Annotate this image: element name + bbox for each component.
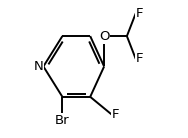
Text: F: F bbox=[136, 7, 143, 20]
Text: Br: Br bbox=[55, 114, 70, 127]
Text: F: F bbox=[112, 108, 119, 121]
Text: O: O bbox=[99, 30, 109, 43]
Text: F: F bbox=[136, 52, 143, 65]
Text: N: N bbox=[34, 60, 43, 73]
